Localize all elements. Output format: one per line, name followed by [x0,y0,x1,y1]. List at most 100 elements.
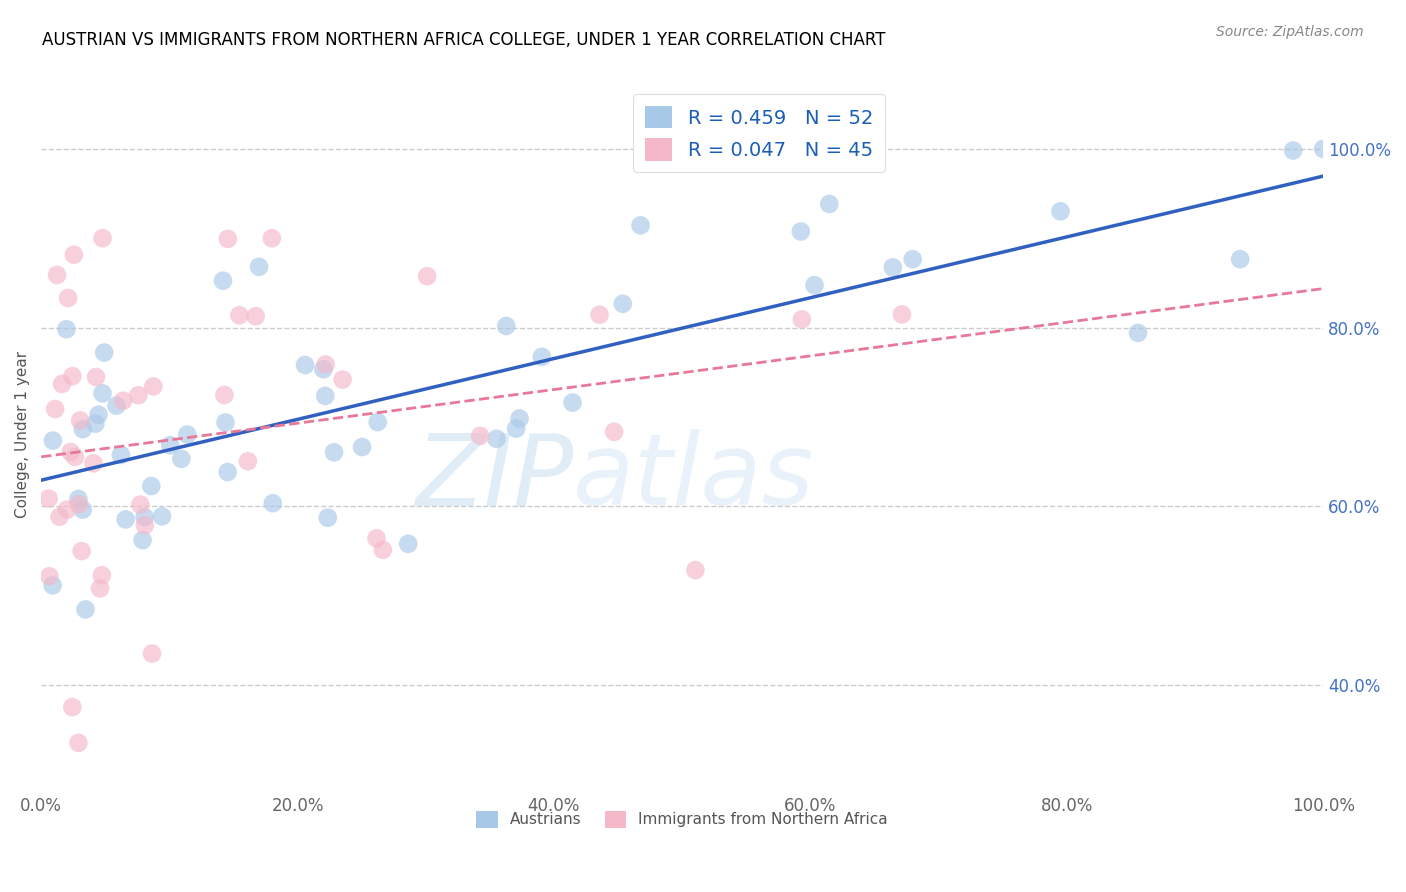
Point [129,498,152,512]
Point [312,362,335,376]
Point [1126,326,1149,340]
Point [262,496,284,510]
Point [214,388,236,402]
Point [509,411,531,425]
Point [685,563,707,577]
Text: AUSTRIAN VS IMMIGRANTS FROM NORTHERN AFRICA COLLEGE, UNDER 1 YEAR CORRELATION CH: AUSTRIAN VS IMMIGRANTS FROM NORTHERN AFR… [42,31,886,49]
Point [236,454,259,468]
Point [332,373,354,387]
Point [901,252,924,267]
Point [228,308,250,322]
Point [142,379,165,393]
Point [75,602,97,616]
Point [803,278,825,293]
Point [495,318,517,333]
Point [127,388,149,402]
Point [316,510,339,524]
Point [505,422,527,436]
Point [315,358,337,372]
Point [70,544,93,558]
Point [38,491,60,506]
Point [91,386,114,401]
Point [1229,252,1251,267]
Point [170,451,193,466]
Point [416,269,439,284]
Y-axis label: College, Under 1 year: College, Under 1 year [15,351,30,518]
Point [44,402,66,417]
Point [588,308,610,322]
Point [818,197,841,211]
Point [217,232,239,246]
Point [790,312,813,326]
Point [882,260,904,275]
Text: atlas: atlas [574,429,815,526]
Point [48,509,70,524]
Point [217,465,239,479]
Point [72,502,94,516]
Point [59,445,82,459]
Point [150,509,173,524]
Point [62,369,84,384]
Point [366,532,388,546]
Point [56,502,79,516]
Point [891,307,914,321]
Point [371,542,394,557]
Point [51,376,73,391]
Point [105,399,128,413]
Point [69,413,91,427]
Point [67,736,90,750]
Point [468,429,491,443]
Point [110,448,132,462]
Point [46,268,69,282]
Point [67,497,90,511]
Point [1049,204,1071,219]
Point [131,533,153,548]
Point [42,434,65,448]
Point [134,510,156,524]
Point [530,350,553,364]
Point [323,445,346,459]
Point [214,416,236,430]
Point [55,322,77,336]
Point [212,274,235,288]
Point [561,395,583,409]
Point [89,582,111,596]
Point [91,231,114,245]
Point [134,518,156,533]
Point [1282,144,1305,158]
Point [67,491,90,506]
Legend: Austrians, Immigrants from Northern Africa: Austrians, Immigrants from Northern Afri… [471,805,894,834]
Point [90,568,112,582]
Text: ZIP: ZIP [415,429,574,526]
Point [1312,142,1334,156]
Point [247,260,270,274]
Point [84,370,107,384]
Point [84,417,107,431]
Point [612,297,634,311]
Point [485,432,508,446]
Point [87,408,110,422]
Point [352,440,374,454]
Point [245,310,267,324]
Point [63,248,86,262]
Point [112,393,135,408]
Point [367,415,389,429]
Point [83,456,105,470]
Point [176,427,198,442]
Point [260,231,283,245]
Point [159,438,181,452]
Point [314,389,336,403]
Point [396,537,419,551]
Point [63,450,86,464]
Point [41,578,63,592]
Point [72,422,94,436]
Point [93,345,115,359]
Point [56,291,79,305]
Point [141,479,163,493]
Point [630,219,652,233]
Point [603,425,626,439]
Point [294,358,316,372]
Point [141,647,163,661]
Point [60,700,83,714]
Point [114,512,136,526]
